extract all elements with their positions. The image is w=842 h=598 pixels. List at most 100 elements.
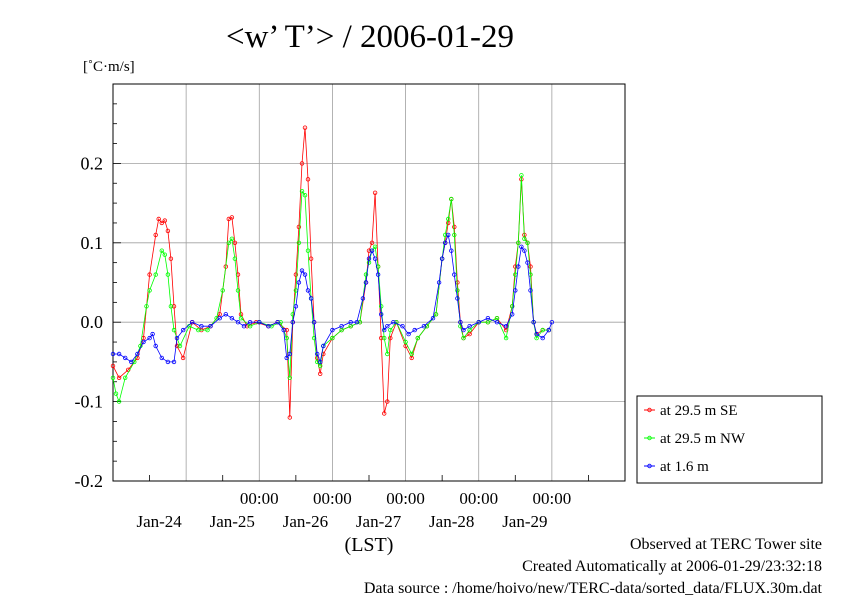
data-point: [382, 327, 387, 333]
data-point: [293, 272, 299, 277]
data-point: [461, 335, 466, 341]
data-point: [171, 304, 177, 309]
data-point: [229, 215, 235, 220]
data-point: [232, 256, 238, 261]
legend-label: at 29.5 m NW: [660, 431, 746, 447]
data-point: [318, 359, 323, 365]
data-point: [287, 375, 292, 380]
data-point: [321, 343, 326, 349]
series-line: [112, 175, 549, 403]
data-point: [159, 355, 164, 361]
data-point: [132, 359, 137, 365]
data-point: [388, 327, 393, 333]
data-point: [147, 272, 152, 277]
data-point: [311, 320, 317, 325]
data-point: [290, 320, 295, 325]
data-point: [177, 343, 183, 349]
data-point: [421, 324, 427, 329]
data-point: [238, 316, 244, 321]
footer-source-text: Data source : /home/hoivo/new/TERC-data/…: [363, 580, 822, 597]
data-point: [180, 355, 186, 361]
y-tick-label: -0.1: [75, 392, 104, 412]
footer-site-text: Observed at TERC Tower site: [629, 536, 822, 553]
x-date-label: Jan-24: [136, 512, 182, 531]
data-point: [162, 252, 167, 257]
data-point: [446, 232, 451, 238]
data-point: [165, 228, 171, 234]
data-point: [513, 264, 518, 269]
data-point: [449, 196, 454, 202]
data-point: [406, 331, 411, 337]
data-point: [153, 343, 158, 349]
data-point: [379, 312, 384, 317]
data-point: [516, 240, 521, 245]
data-point: [446, 216, 451, 222]
data-point: [503, 335, 509, 341]
data-point: [171, 327, 177, 333]
data-point: [110, 363, 116, 369]
data-point: [156, 216, 161, 222]
data-point: [226, 240, 231, 245]
data-point: [452, 272, 457, 277]
data-point: [461, 327, 466, 333]
series-line: [113, 233, 553, 364]
data-point: [372, 256, 378, 261]
data-point: [141, 339, 146, 345]
data-point: [269, 324, 274, 329]
data-point: [122, 375, 128, 380]
series-layer: [110, 125, 555, 420]
data-point: [379, 304, 384, 309]
y-tick-label: 0.0: [81, 312, 104, 332]
data-point: [199, 324, 204, 329]
data-point: [494, 320, 500, 325]
x-time-label: 00:00: [240, 489, 279, 508]
data-point: [214, 316, 219, 321]
data-point: [308, 256, 314, 261]
data-point: [315, 359, 320, 365]
data-point: [159, 220, 164, 226]
data-point: [510, 312, 515, 317]
data-point: [540, 327, 545, 333]
data-point: [476, 320, 481, 325]
data-point: [293, 304, 299, 309]
legend-label: at 29.5 m SE: [660, 403, 738, 419]
data-point: [372, 190, 378, 195]
data-point: [519, 173, 524, 178]
data-point: [205, 327, 210, 333]
data-point: [546, 327, 551, 333]
series-line: [112, 127, 549, 418]
data-point: [385, 399, 390, 404]
data-point: [229, 236, 235, 241]
data-point: [318, 371, 323, 376]
data-point: [385, 324, 390, 329]
data-point: [299, 188, 305, 194]
data-point: [302, 192, 308, 198]
y-tick-label: 0.2: [81, 153, 104, 173]
x-time-label: 00:00: [313, 489, 352, 508]
data-point: [241, 324, 247, 329]
data-point: [424, 324, 430, 329]
data-point: [315, 351, 320, 357]
legend-box: [636, 395, 823, 484]
data-point: [452, 224, 457, 230]
x-time-label: 00:00: [532, 489, 571, 508]
series-1: [110, 125, 551, 420]
data-point: [400, 324, 405, 329]
data-point: [455, 296, 460, 301]
legend-marker: [647, 435, 652, 441]
x-date-label: Jan-29: [502, 512, 547, 531]
y-axis-label: [˚C·m/s]: [83, 59, 135, 75]
data-point: [153, 232, 158, 238]
data-point: [403, 339, 408, 345]
data-point: [174, 335, 180, 341]
data-point: [372, 244, 378, 249]
data-point: [147, 335, 152, 341]
data-point: [281, 327, 286, 333]
data-point: [257, 320, 262, 325]
data-point: [318, 363, 323, 369]
data-point: [299, 161, 305, 166]
data-point: [366, 248, 372, 253]
data-point: [153, 272, 158, 277]
data-point: [449, 248, 454, 253]
data-point: [278, 320, 283, 325]
